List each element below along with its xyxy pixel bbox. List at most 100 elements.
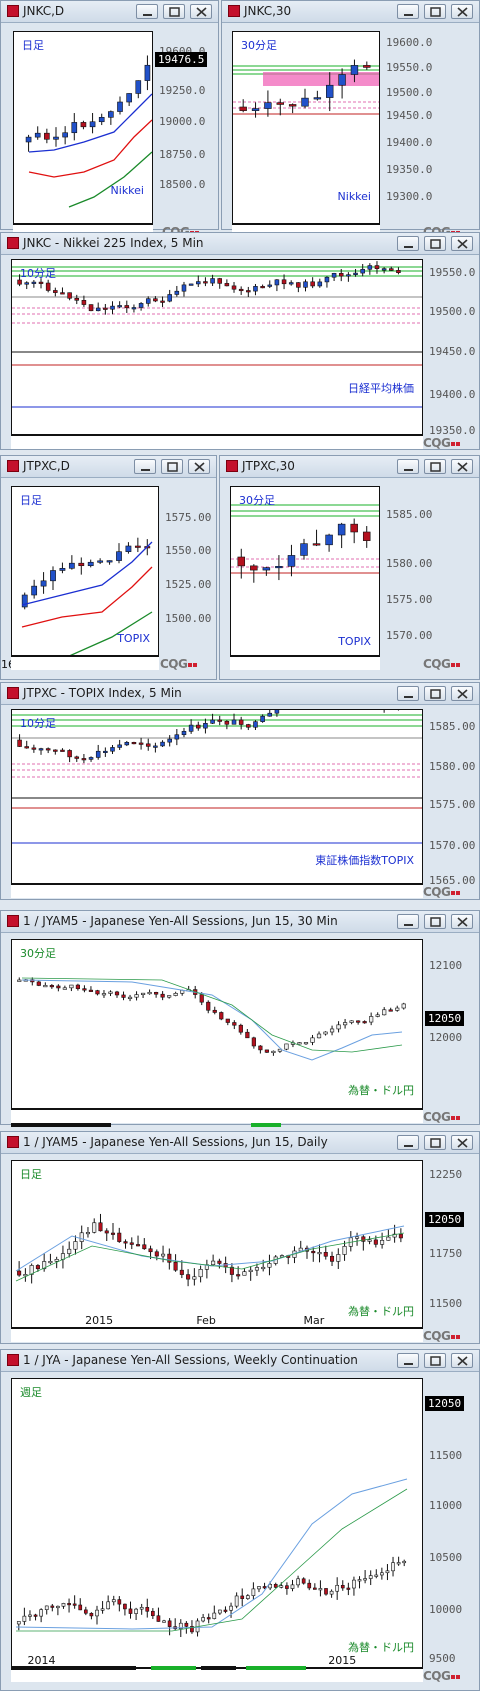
minimize-button[interactable] [397, 236, 419, 251]
plot-area[interactable]: 30分足 TOPIX [230, 486, 380, 656]
minimize-button[interactable] [397, 914, 419, 929]
candle-body [43, 985, 48, 988]
plot-area[interactable]: 日足 Nikkei [13, 31, 153, 224]
close-button[interactable] [451, 4, 473, 19]
candle-body [212, 1009, 217, 1013]
maximize-button[interactable] [163, 4, 185, 19]
maximize-button[interactable] [424, 236, 446, 251]
y-tick-label: 11500 [429, 1297, 463, 1311]
candle-body [367, 265, 373, 270]
w8-chart-window[interactable]: 1 / JYAM5 - Japanese Yen-All Sessions, J… [0, 1131, 480, 1344]
candle-body [258, 1045, 263, 1051]
title-bar[interactable]: 1 / JYAM5 - Japanese Yen-All Sessions, J… [1, 1132, 479, 1154]
w2-chart-window[interactable]: JNKC,30 30分足 Nikkei 19600.0 19550.0 19500.0 19… [221, 0, 480, 239]
plot-area[interactable]: 10分足 日経平均株価 [11, 259, 423, 435]
maximize-button[interactable] [424, 459, 446, 474]
minimize-button[interactable] [136, 4, 158, 19]
title-bar[interactable]: JTPXC,30 [220, 456, 479, 478]
maximize-button[interactable] [424, 1353, 446, 1368]
w4-chart-window[interactable]: JTPXC,D 日足 TOPIX 1575.00 1550.00 1525.00 1500.… [0, 455, 217, 1109]
plot-area[interactable]: 日足 為替・ドル円 [11, 1160, 423, 1328]
candle-body [101, 993, 107, 996]
w1-chart-window[interactable]: JNKC,D日足Nikkei19600.019250.019000.018750… [0, 0, 219, 239]
close-button[interactable] [451, 686, 473, 701]
title-bar[interactable]: JNKC,30 [222, 1, 479, 23]
close-button[interactable] [451, 1135, 473, 1150]
candle-body [361, 1236, 366, 1242]
candle-body [117, 305, 122, 308]
candle-body [223, 1609, 228, 1612]
w3-chart-window[interactable]: JNKC - Nikkei 225 Index, 5 Min 10分足 日経平均株価… [0, 232, 480, 450]
title-bar[interactable]: JNKC,D [1, 1, 218, 23]
candle-body [396, 270, 401, 273]
candle-body [103, 750, 108, 754]
candle-body [253, 721, 258, 728]
candle-body [62, 987, 67, 990]
y-tick-label: 19450.0 [429, 345, 476, 359]
close-button[interactable] [451, 236, 473, 251]
title-bar[interactable]: JTPXC - TOPIX Index, 5 Min [1, 683, 479, 705]
title-bar[interactable]: 1 / JYA - Japanese Yen-All Sessions, Wee… [1, 1350, 479, 1372]
candle-body [396, 1562, 401, 1565]
cqg-logo: CQG [423, 436, 461, 450]
y-tick-label: 11000 [429, 1498, 463, 1512]
candle-body [284, 1043, 289, 1050]
candle-body [254, 1267, 259, 1271]
w5-chart-window[interactable]: JTPXC,30 30分足 TOPIX 1585.00 1580.00 1575.00 15… [219, 455, 480, 680]
w6-chart-window[interactable]: JTPXC - TOPIX Index, 5 Min 10分足 東証株価指数TOPI… [0, 682, 480, 900]
year-label: Mar [303, 1314, 325, 1327]
candle-body [373, 1239, 378, 1245]
candle-body [290, 1584, 295, 1589]
plot-area[interactable]: 週足 為替・ドル円 [11, 1378, 423, 1668]
candle-body [217, 278, 222, 284]
y-tick-label: 10000 [429, 1603, 463, 1616]
candle-body [337, 523, 346, 536]
close-button[interactable] [451, 459, 473, 474]
candle-body [303, 281, 308, 288]
close-button[interactable] [190, 4, 212, 19]
candle-body [156, 1615, 161, 1622]
y-tick-label: 1580.00 [386, 557, 433, 571]
close-button[interactable] [188, 459, 210, 474]
candle-body [192, 1276, 197, 1280]
moving-average-line [15, 1232, 405, 1282]
title-bar[interactable]: JTPXC,D [1, 456, 216, 478]
source-label: 為替・ドル円 [348, 1305, 414, 1318]
candle-body [188, 724, 194, 732]
candle-body [219, 1012, 224, 1020]
source-label: Nikkei [110, 184, 144, 197]
candle-body [261, 1266, 266, 1270]
candle-body [82, 988, 87, 991]
minimize-button[interactable] [134, 459, 156, 474]
close-button[interactable] [451, 914, 473, 929]
w7-chart-window[interactable]: 1 / JYAM5 - Japanese Yen-All Sessions, J… [0, 910, 480, 1127]
maximize-button[interactable] [161, 459, 183, 474]
w9-chart-window[interactable]: 1 / JYA - Japanese Yen-All Sessions, Wee… [0, 1349, 480, 1691]
maximize-button[interactable] [424, 686, 446, 701]
minimize-button[interactable] [397, 1135, 419, 1150]
minimize-button[interactable] [397, 686, 419, 701]
candle-body [251, 1037, 256, 1047]
candle-body [336, 1024, 341, 1030]
close-button[interactable] [451, 1353, 473, 1368]
minimize-button[interactable] [397, 1353, 419, 1368]
candle-body [139, 1607, 144, 1610]
year-label: Feb [196, 1314, 216, 1327]
plot-area[interactable]: 30分足 為替・ドル円 [11, 939, 423, 1109]
minimize-button[interactable] [397, 459, 419, 474]
maximize-button[interactable] [424, 4, 446, 19]
minimize-button[interactable] [397, 4, 419, 19]
close-icon [457, 1356, 468, 1366]
maximize-button[interactable] [424, 1135, 446, 1150]
plot-area[interactable]: 10分足 東証株価指数TOPIX [11, 709, 423, 884]
plot-area[interactable]: 日足 TOPIX [11, 486, 159, 656]
title-bar[interactable]: 1 / JYAM5 - Japanese Yen-All Sessions, J… [1, 911, 479, 933]
maximize-button[interactable] [424, 914, 446, 929]
candle-body [311, 1250, 316, 1254]
window-title: 1 / JYAM5 - Japanese Yen-All Sessions, J… [23, 1135, 328, 1149]
y-tick-label: 19400.0 [386, 135, 433, 149]
candle-body [238, 288, 244, 292]
plot-area[interactable]: 30分足 Nikkei [232, 31, 380, 224]
title-bar[interactable]: JNKC - Nikkei 225 Index, 5 Min [1, 233, 479, 255]
candle-body [117, 1599, 122, 1605]
